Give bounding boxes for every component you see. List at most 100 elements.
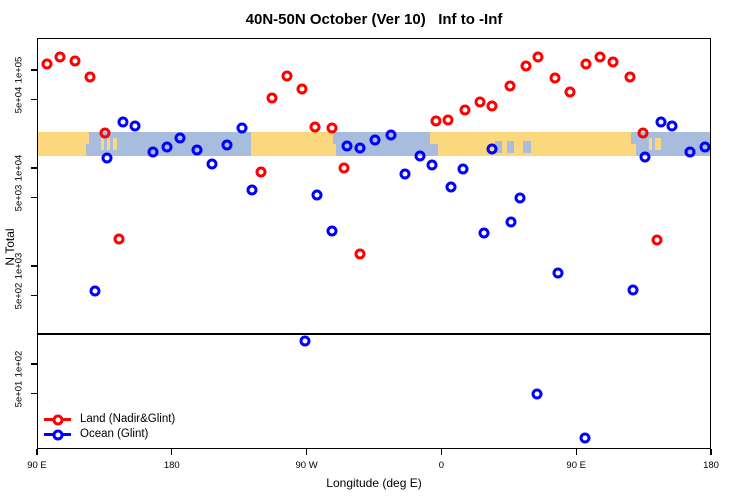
lake-patch bbox=[494, 140, 503, 153]
land-point bbox=[504, 80, 516, 92]
land-point bbox=[326, 122, 338, 134]
y-tick-label: 1e+04 bbox=[13, 154, 25, 182]
y-tick-mark bbox=[31, 98, 37, 101]
ocean-point bbox=[627, 284, 639, 296]
lake-patch bbox=[506, 140, 515, 153]
x-tick-mark bbox=[171, 449, 173, 455]
land-point bbox=[309, 121, 321, 133]
land-point bbox=[651, 234, 663, 246]
ocean-point bbox=[191, 144, 203, 156]
ocean-point bbox=[246, 184, 258, 196]
land-point bbox=[99, 127, 111, 139]
land-point bbox=[266, 92, 278, 104]
y-tick-mark bbox=[31, 265, 37, 267]
y-tick-mark bbox=[31, 196, 37, 199]
ocean-point bbox=[457, 163, 469, 175]
reference-line bbox=[38, 333, 710, 335]
land-point bbox=[430, 115, 442, 127]
y-axis-label: N Total bbox=[3, 228, 17, 266]
land-point bbox=[338, 162, 350, 174]
coastline-patch bbox=[430, 131, 438, 144]
land-point bbox=[442, 114, 454, 126]
ocean-point bbox=[414, 150, 426, 162]
plot-area bbox=[37, 38, 711, 449]
x-tick-label: 90 W bbox=[295, 460, 318, 471]
legend-entry-ocean: Ocean (Glint) bbox=[44, 427, 175, 442]
ocean-point bbox=[514, 192, 526, 204]
ocean-legend-symbol-icon bbox=[44, 429, 71, 441]
ocean-point bbox=[486, 143, 498, 155]
island-patch bbox=[655, 137, 662, 150]
ocean-point bbox=[445, 181, 457, 193]
ocean-point bbox=[206, 158, 218, 170]
legend-label-land: Land (Nadir&Glint) bbox=[80, 413, 176, 425]
ocean-point bbox=[399, 168, 411, 180]
land-point bbox=[594, 51, 606, 63]
land-point bbox=[354, 248, 366, 260]
land-segment bbox=[437, 131, 632, 156]
legend-entry-land: Land (Nadir&Glint) bbox=[44, 412, 175, 427]
land-point bbox=[113, 233, 125, 245]
ocean-point bbox=[478, 227, 490, 239]
x-axis-label: Longitude (deg E) bbox=[326, 476, 422, 490]
x-tick-label: 90 E bbox=[27, 460, 47, 471]
ocean-point bbox=[385, 129, 397, 141]
y-tick-label: 5e+02 bbox=[13, 282, 25, 309]
x-tick-label: 90 E bbox=[566, 460, 586, 471]
land-point bbox=[580, 58, 592, 70]
land-point bbox=[69, 55, 81, 67]
land-point bbox=[532, 51, 544, 63]
ocean-point bbox=[129, 120, 141, 132]
ocean-point bbox=[147, 146, 159, 158]
ocean-point bbox=[552, 267, 564, 279]
chart-title: 40N-50N October (Ver 10) Inf to -Inf bbox=[245, 11, 503, 28]
y-tick-label: 5e+01 bbox=[13, 380, 25, 407]
ocean-point bbox=[699, 141, 710, 153]
ocean-point bbox=[311, 189, 323, 201]
ocean-point bbox=[326, 225, 338, 237]
ocean-point bbox=[174, 132, 186, 144]
land-point bbox=[281, 70, 293, 82]
ocean-point bbox=[505, 216, 517, 228]
land-point bbox=[564, 86, 576, 98]
ocean-point bbox=[426, 159, 438, 171]
ocean-point bbox=[354, 142, 366, 154]
lake-patch bbox=[523, 140, 531, 153]
y-tick-mark bbox=[31, 294, 37, 297]
y-tick-mark bbox=[31, 392, 37, 395]
y-tick-mark bbox=[31, 167, 37, 169]
ocean-point bbox=[161, 141, 173, 153]
x-tick-label: 0 bbox=[438, 460, 445, 471]
land-segment bbox=[250, 131, 334, 156]
x-tick-mark bbox=[710, 449, 712, 455]
x-tick-label: 180 bbox=[163, 460, 180, 471]
land-point bbox=[549, 72, 561, 84]
ocean-point bbox=[666, 120, 678, 132]
ocean-point bbox=[655, 116, 667, 128]
coastline-patch bbox=[85, 131, 89, 144]
land-point bbox=[54, 51, 66, 63]
land-point bbox=[486, 100, 498, 112]
land-segment bbox=[38, 131, 86, 156]
ocean-point bbox=[684, 146, 696, 158]
legend: Land (Nadir&Glint) Ocean (Glint) bbox=[44, 412, 175, 442]
y-tick-label: 1e+05 bbox=[13, 56, 25, 84]
ocean-point bbox=[639, 151, 651, 163]
y-tick-mark bbox=[31, 363, 37, 365]
ocean-point bbox=[299, 335, 311, 347]
ocean-point bbox=[236, 122, 248, 134]
land-point bbox=[520, 60, 532, 72]
ocean-point bbox=[101, 152, 113, 164]
land-point bbox=[255, 166, 267, 178]
ocean-point bbox=[117, 116, 129, 128]
x-tick-label: 180 bbox=[703, 460, 719, 471]
y-tick-label: 5e+03 bbox=[13, 184, 25, 211]
x-tick-mark bbox=[306, 449, 308, 455]
ocean-point bbox=[341, 140, 353, 152]
x-tick-mark bbox=[440, 449, 443, 455]
land-point bbox=[459, 104, 471, 116]
legend-label-ocean: Ocean (Glint) bbox=[80, 428, 149, 440]
land-point bbox=[607, 56, 619, 68]
island-patch bbox=[112, 137, 118, 150]
